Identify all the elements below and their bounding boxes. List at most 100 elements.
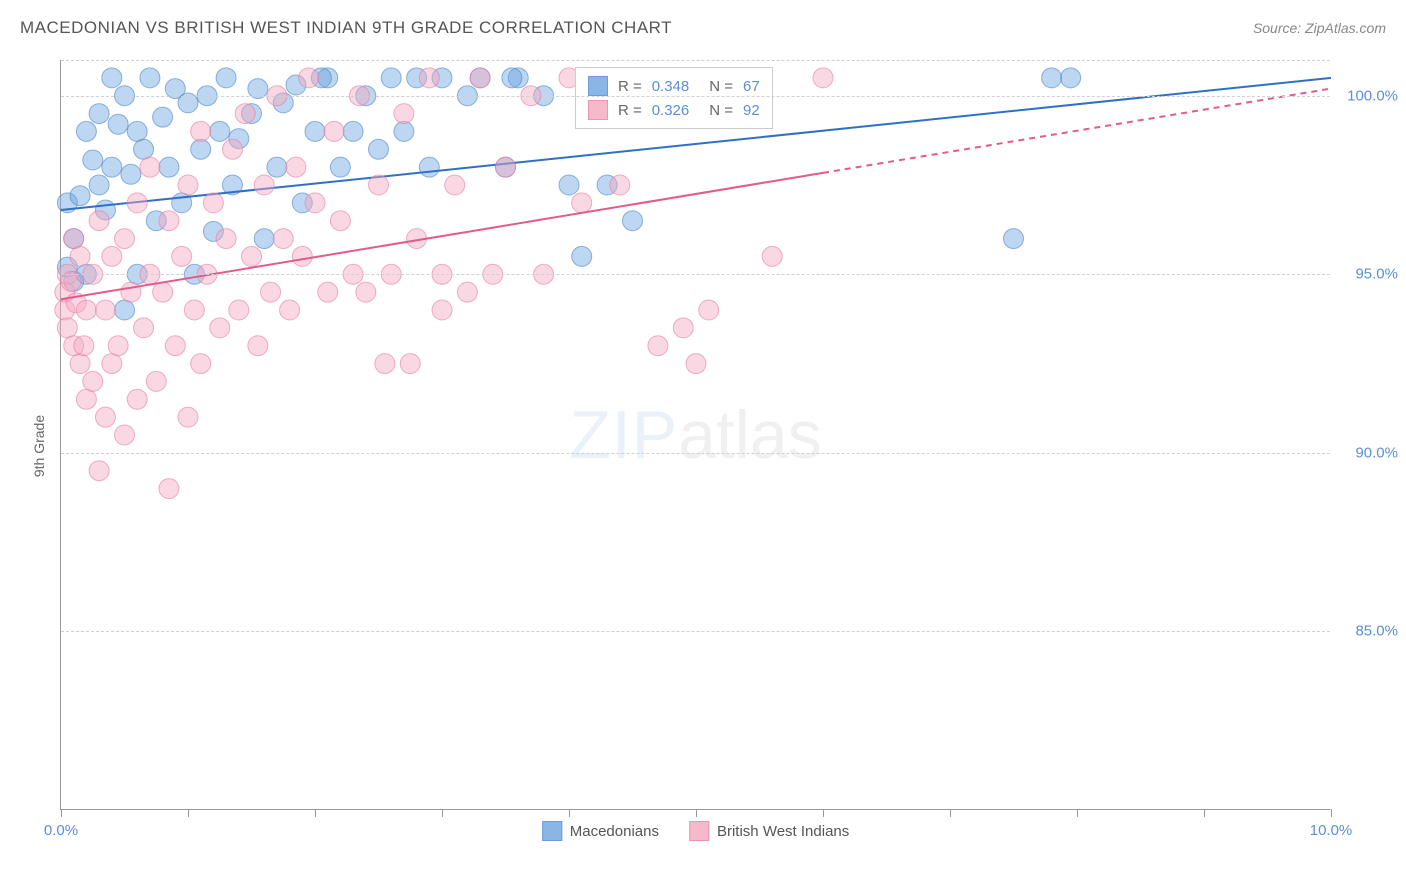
- scatter-point: [108, 336, 128, 356]
- scatter-point: [134, 318, 154, 338]
- scatter-point: [191, 139, 211, 159]
- scatter-point: [369, 139, 389, 159]
- scatter-point: [64, 229, 84, 249]
- scatter-point: [470, 68, 490, 88]
- gridline: [61, 96, 1330, 97]
- scatter-point: [1061, 68, 1081, 88]
- scatter-point: [210, 121, 230, 141]
- scatter-point: [419, 68, 439, 88]
- scatter-point: [610, 175, 630, 195]
- x-tick: [950, 809, 951, 817]
- x-tick: [569, 809, 570, 817]
- gridline: [61, 274, 1330, 275]
- scatter-point: [203, 193, 223, 213]
- scatter-point: [381, 68, 401, 88]
- scatter-point: [572, 246, 592, 266]
- x-tick: [1204, 809, 1205, 817]
- scatter-point: [83, 371, 103, 391]
- scatter-point: [115, 425, 135, 445]
- scatter-point: [76, 300, 96, 320]
- scatter-point: [235, 104, 255, 124]
- scatter-point: [572, 193, 592, 213]
- scatter-point: [76, 121, 96, 141]
- scatter-point: [330, 157, 350, 177]
- scatter-point: [280, 300, 300, 320]
- stats-legend-box: R =0.348N =67R =0.326N =92: [575, 67, 773, 129]
- scatter-point: [89, 211, 109, 231]
- scatter-point: [102, 68, 122, 88]
- stats-n-value: 92: [743, 102, 760, 119]
- scatter-point: [318, 282, 338, 302]
- scatter-point: [762, 246, 782, 266]
- scatter-point: [57, 318, 77, 338]
- plot-area: ZIPatlas R =0.348N =67R =0.326N =92 Mace…: [60, 60, 1330, 810]
- scatter-point: [813, 68, 833, 88]
- scatter-point: [95, 407, 115, 427]
- scatter-point: [121, 282, 141, 302]
- scatter-point: [369, 175, 389, 195]
- legend-label: Macedonians: [570, 823, 659, 840]
- scatter-point: [159, 157, 179, 177]
- scatter-point: [70, 246, 90, 266]
- x-tick-label: 10.0%: [1310, 822, 1353, 839]
- scatter-point: [191, 121, 211, 141]
- scatter-point: [419, 157, 439, 177]
- scatter-point: [134, 139, 154, 159]
- scatter-point: [1042, 68, 1062, 88]
- bottom-legend: Macedonians British West Indians: [542, 821, 850, 841]
- trendline-dashed: [823, 89, 1331, 173]
- scatter-point: [127, 121, 147, 141]
- source-attribution: Source: ZipAtlas.com: [1253, 20, 1386, 36]
- stats-r-value: 0.348: [652, 78, 690, 95]
- scatter-point: [242, 246, 262, 266]
- chart-svg: [61, 60, 1330, 809]
- legend-item: British West Indians: [689, 821, 849, 841]
- scatter-point: [178, 175, 198, 195]
- scatter-point: [127, 389, 147, 409]
- scatter-point: [343, 121, 363, 141]
- legend-label: British West Indians: [717, 823, 849, 840]
- y-tick-label: 85.0%: [1355, 623, 1398, 640]
- y-tick-label: 100.0%: [1347, 87, 1398, 104]
- scatter-point: [1004, 229, 1024, 249]
- scatter-point: [254, 175, 274, 195]
- scatter-point: [140, 157, 160, 177]
- scatter-point: [216, 229, 236, 249]
- scatter-point: [496, 157, 516, 177]
- header: MACEDONIAN VS BRITISH WEST INDIAN 9TH GR…: [20, 18, 1386, 38]
- scatter-point: [394, 121, 414, 141]
- scatter-point: [159, 211, 179, 231]
- gridline: [61, 453, 1330, 454]
- scatter-point: [121, 164, 141, 184]
- x-tick-label: 0.0%: [44, 822, 78, 839]
- scatter-point: [115, 229, 135, 249]
- scatter-point: [292, 246, 312, 266]
- scatter-point: [146, 371, 166, 391]
- scatter-point: [178, 407, 198, 427]
- scatter-point: [286, 157, 306, 177]
- x-tick: [61, 809, 62, 817]
- chart-title: MACEDONIAN VS BRITISH WEST INDIAN 9TH GR…: [20, 18, 672, 38]
- scatter-point: [89, 461, 109, 481]
- x-tick: [315, 809, 316, 817]
- scatter-point: [248, 336, 268, 356]
- stats-r-value: 0.326: [652, 102, 690, 119]
- stats-r-label: R =: [618, 78, 642, 95]
- stats-n-value: 67: [743, 78, 760, 95]
- scatter-point: [375, 354, 395, 374]
- scatter-point: [191, 354, 211, 374]
- scatter-point: [115, 300, 135, 320]
- scatter-point: [74, 336, 94, 356]
- scatter-point: [273, 229, 293, 249]
- scatter-point: [70, 354, 90, 374]
- scatter-point: [70, 186, 90, 206]
- y-tick-label: 90.0%: [1355, 444, 1398, 461]
- legend-swatch: [542, 821, 562, 841]
- scatter-point: [89, 175, 109, 195]
- chart-container: MACEDONIAN VS BRITISH WEST INDIAN 9TH GR…: [0, 0, 1406, 892]
- legend-item: Macedonians: [542, 821, 659, 841]
- x-tick: [442, 809, 443, 817]
- scatter-point: [432, 300, 452, 320]
- scatter-point: [445, 175, 465, 195]
- scatter-point: [153, 282, 173, 302]
